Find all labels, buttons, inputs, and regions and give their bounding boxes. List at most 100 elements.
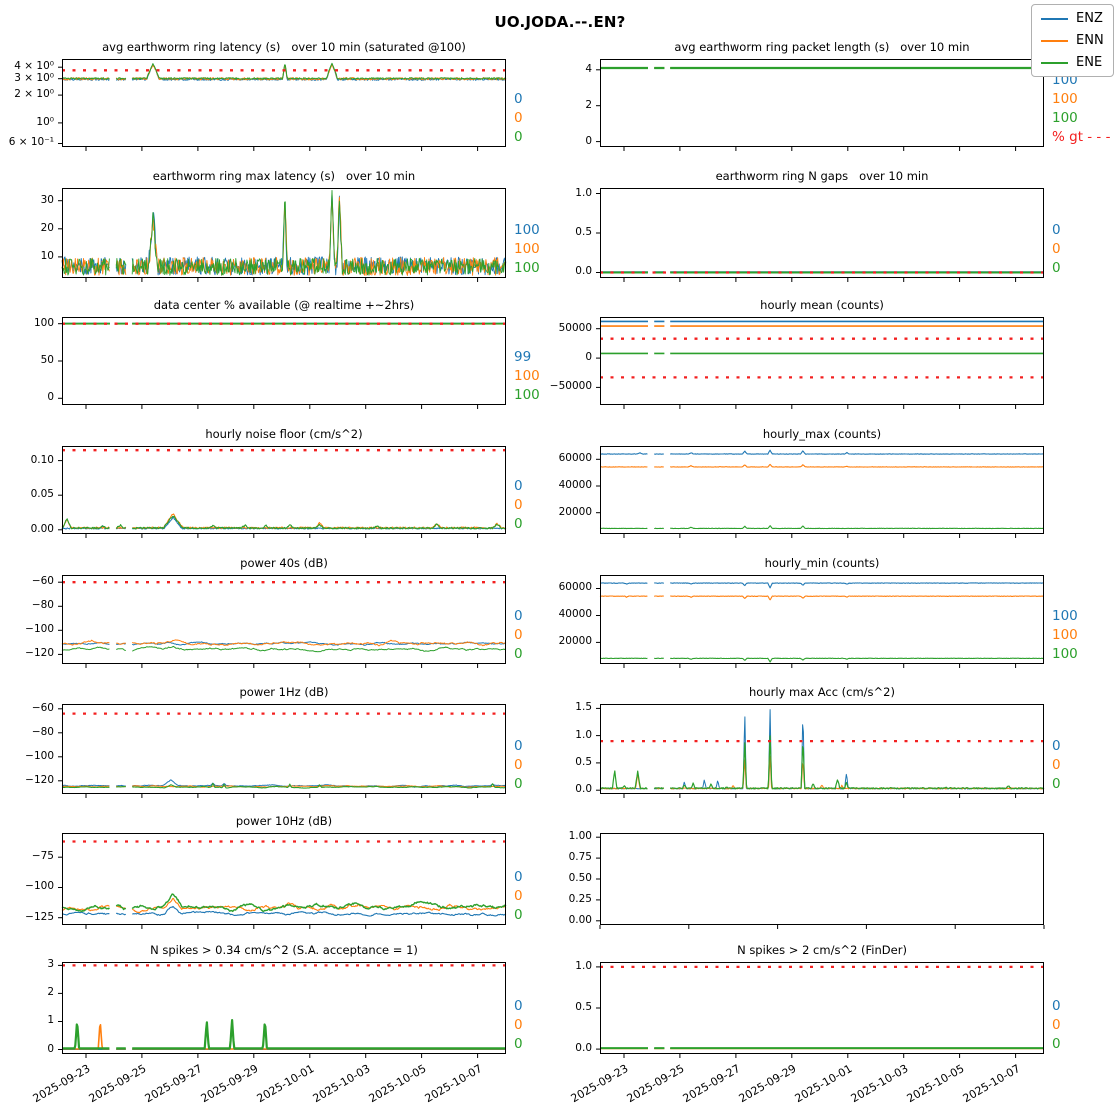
series-ENN: [600, 463, 1044, 468]
side-label: 0: [514, 516, 523, 532]
series-ENN: [61, 639, 507, 647]
legend-entry-enz: ENZ: [1041, 11, 1104, 26]
side-label: 0: [1052, 1036, 1061, 1052]
side-label: 0: [1052, 998, 1061, 1014]
series-ENE: [61, 62, 507, 80]
plot-area-hourly-mean: [596, 317, 1044, 409]
side-label: 0: [514, 1036, 523, 1052]
side-label: 100: [514, 368, 540, 384]
y-tick-label: −120: [25, 647, 54, 660]
side-label: 0: [514, 888, 523, 904]
series-ENZ: [62, 1020, 506, 1050]
plot-area-hourly-max: [596, 446, 1044, 538]
chart-title-ring-n-gaps: earthworm ring N gaps over 10 min: [715, 169, 929, 183]
y-tick-label: 0.50: [568, 872, 592, 884]
series-ENZ: [599, 709, 1044, 790]
y-tick-label: 4 × 10⁰: [14, 60, 54, 73]
side-label: 0: [1052, 222, 1061, 238]
y-tick-label: 1.00: [568, 830, 592, 843]
series-ENE: [61, 782, 506, 789]
plot-area-empty-panel: [596, 833, 1045, 929]
chart-title-avg-ring-packet-length: avg earthworm ring packet length (s) ove…: [674, 40, 970, 54]
plot-area-n-spikes-finder: [596, 962, 1044, 1058]
side-label: 0: [1052, 1017, 1061, 1033]
side-label: 0: [1052, 241, 1061, 257]
chart-title-hourly-max: hourly_max (counts): [762, 427, 882, 441]
series-ENE: [599, 525, 1044, 530]
side-label: 0: [514, 907, 523, 923]
side-label: 0: [514, 608, 523, 624]
series-ENZ: [599, 449, 1044, 455]
y-tick-label: 0: [47, 391, 54, 404]
plot-area-n-spikes-sa: [58, 962, 507, 1058]
y-tick-label: 50000: [558, 321, 592, 334]
side-label-stack: 0 0 0: [514, 869, 523, 923]
chart-ring-max-latency: earthworm ring max latency (s) over 10 m…: [41, 169, 540, 282]
side-label: 0: [1052, 757, 1061, 773]
side-label-stack: 0 0 0: [514, 91, 523, 145]
legend-entry-enn: ENN: [1041, 33, 1104, 48]
side-label: 0: [514, 776, 523, 792]
chart-n-spikes-finder: N spikes > 2 cm/s^2 (FinDer) 0.0 0.5 1.0 0 0 0…: [569, 943, 1061, 1105]
legend: ENZ ENN ENE: [1031, 4, 1114, 77]
plot-area-power-10hz: [58, 833, 507, 929]
y-tick-label: 0.0: [575, 1042, 592, 1055]
series-ENN: [599, 755, 1045, 790]
side-label: 100: [514, 260, 540, 276]
side-label: 0: [514, 646, 523, 662]
chart-title-hourly-max-acc: hourly max Acc (cm/s^2): [749, 685, 895, 699]
side-label: 0: [514, 497, 523, 513]
chart-title-power-40s: power 40s (dB): [240, 556, 328, 570]
y-tick-label: 20000: [558, 505, 592, 518]
legend-line-enz: [1041, 17, 1068, 20]
page-title: UO.JODA.--.EN?: [494, 13, 626, 31]
y-tick-label: 4: [585, 62, 592, 75]
series-ENE: [61, 1019, 507, 1050]
y-tick-label: 10: [40, 249, 54, 262]
series-ENZ: [61, 905, 507, 917]
series-ENE: [599, 657, 1044, 663]
y-tick-label: 3: [47, 958, 54, 971]
y-tick-label: 50: [40, 354, 54, 366]
y-tick-label: 30: [40, 193, 54, 206]
side-label: 99: [514, 349, 532, 365]
y-tick-label: 40000: [558, 608, 592, 621]
y-tick-label: 60000: [558, 452, 592, 465]
plot-area-hourly-noise-floor: [58, 446, 507, 538]
series-ENN: [61, 1024, 506, 1050]
y-tick-label: 0.0: [575, 265, 592, 278]
legend-line-enn: [1041, 39, 1068, 42]
legend-label-enz: ENZ: [1076, 11, 1103, 26]
chart-title-hourly-noise-floor: hourly noise floor (cm/s^2): [205, 427, 363, 441]
plot-area-avg-ring-packet-length: [596, 59, 1044, 151]
side-label: 0: [514, 998, 523, 1014]
y-tick-label: −100: [25, 623, 54, 636]
chart-hourly-noise-floor: hourly noise floor (cm/s^2) 0.00 0.05 0.10 0…: [31, 427, 523, 538]
plot-area-ring-n-gaps: [596, 188, 1044, 282]
legend-line-ene: [1041, 61, 1068, 64]
chart-datacenter-available: data center % available (@ realtime +~2h…: [34, 298, 540, 409]
y-tick-label: 60000: [558, 581, 592, 594]
chart-title-power-10hz: power 10Hz (dB): [235, 814, 333, 828]
legend-label-ene: ENE: [1076, 55, 1103, 70]
side-label-stack: 0 0 0: [514, 738, 523, 792]
side-label: 0: [514, 1017, 523, 1033]
chart-n-spikes-sa: N spikes > 0.34 cm/s^2 (S.A. acceptance …: [31, 943, 523, 1105]
y-tick-label: 0.5: [575, 226, 592, 238]
chart-power-1hz: power 1Hz (dB) −60 −80 −100 −120 0 0 0: [25, 685, 523, 798]
side-label-stack: 0 0 0: [1052, 738, 1061, 792]
y-tick-label: −100: [25, 749, 54, 762]
y-tick-label: −80: [31, 725, 54, 738]
side-label: 100: [1052, 91, 1078, 107]
side-label: 0: [514, 757, 523, 773]
y-tick-label: 2 × 10⁰: [14, 88, 54, 101]
y-tick-label: −50000: [549, 380, 592, 393]
side-label-stack: 100 100 100: [1052, 608, 1078, 662]
side-label: 0: [514, 869, 523, 885]
y-tick-label: 0.0: [575, 783, 592, 796]
plot-area-power-1hz: [58, 704, 507, 798]
y-tick-label: 1.5: [575, 701, 592, 714]
y-tick-label: 0.00: [30, 522, 54, 535]
y-tick-label: 0.25: [568, 892, 592, 905]
series-ENZ: [599, 582, 1044, 589]
